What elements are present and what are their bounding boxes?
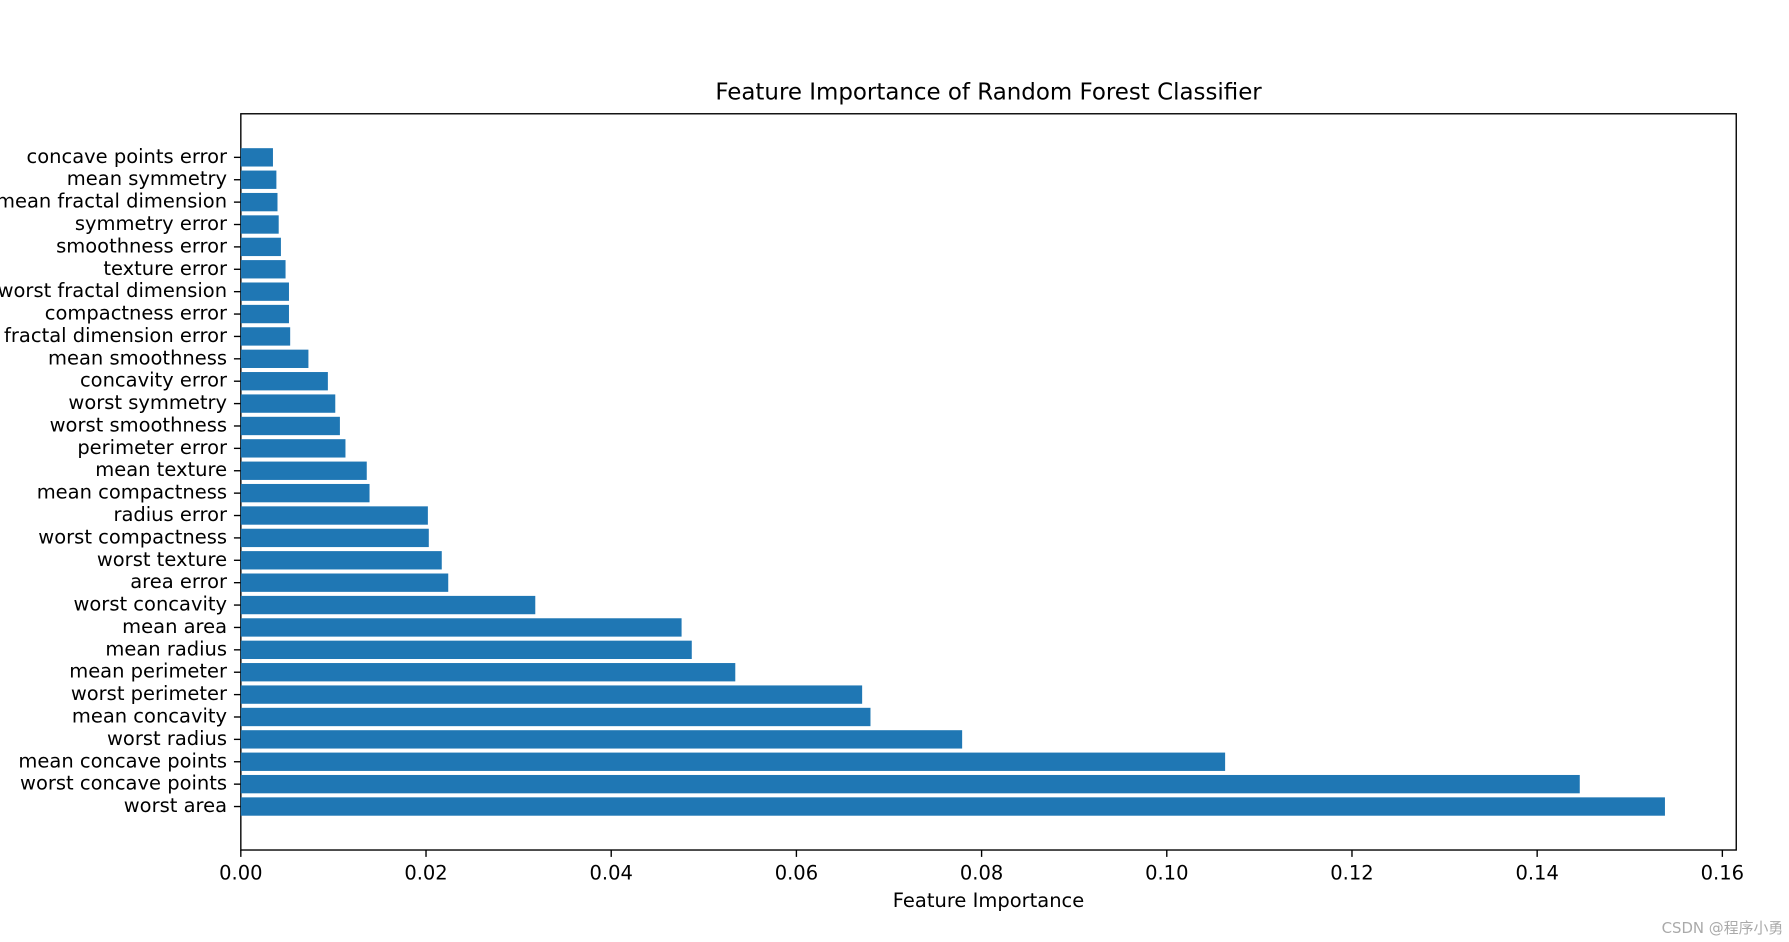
bar — [240, 752, 1226, 771]
y-tick-label: area error — [130, 570, 228, 593]
y-tick-label: mean compactness — [37, 481, 227, 504]
bar — [240, 663, 736, 682]
bar — [240, 685, 863, 704]
x-tick-label: 0.06 — [775, 862, 818, 885]
bar — [240, 372, 328, 391]
bar — [240, 797, 1665, 816]
x-tick-label: 0.02 — [404, 862, 447, 885]
bar — [240, 237, 281, 257]
bar — [240, 506, 428, 525]
x-tick-label: 0.04 — [590, 862, 633, 885]
x-tick-label: 0.08 — [960, 862, 1003, 885]
y-tick-label: worst smoothness — [50, 413, 227, 436]
watermark: CSDN @程序小勇 — [1662, 919, 1784, 937]
y-tick-label: mean concave points — [18, 749, 227, 772]
y-tick-label: mean fractal dimension — [0, 190, 227, 213]
y-tick-label: worst radius — [107, 727, 227, 750]
y-tick-label: mean symmetry — [67, 167, 227, 190]
bar — [240, 573, 449, 592]
bar — [240, 416, 340, 436]
y-tick-label: smoothness error — [56, 234, 228, 257]
chart-title: Feature Importance of Random Forest Clas… — [715, 80, 1262, 106]
bar — [240, 483, 370, 503]
bar — [240, 528, 429, 548]
y-tick-label: texture error — [103, 257, 228, 280]
bar — [240, 394, 336, 413]
x-tick-label: 0.12 — [1330, 862, 1373, 885]
y-tick-label: radius error — [113, 503, 228, 526]
y-tick-label: mean radius — [105, 637, 227, 660]
bar — [240, 461, 367, 480]
y-tick-label: worst symmetry — [68, 391, 227, 414]
bar — [240, 327, 291, 346]
bar — [240, 730, 963, 749]
bar — [240, 774, 1580, 794]
x-axis-label: Feature Importance — [893, 889, 1084, 912]
bar — [240, 304, 289, 324]
y-tick-label: perimeter error — [77, 436, 228, 459]
y-tick-label: compactness error — [45, 302, 228, 325]
bar — [240, 192, 278, 212]
bar — [240, 640, 692, 660]
x-tick-label: 0.10 — [1145, 862, 1188, 885]
y-tick-label: symmetry error — [75, 212, 228, 235]
plot-frame — [240, 113, 1737, 851]
y-tick-label: worst texture — [97, 548, 227, 571]
y-tick-label: worst area — [124, 794, 227, 817]
x-tick-label: 0.16 — [1701, 862, 1744, 885]
y-tick-label: concave points error — [27, 145, 229, 168]
y-tick-label: worst fractal dimension — [0, 279, 227, 302]
bar — [240, 618, 682, 637]
y-tick-label: worst compactness — [38, 525, 227, 548]
bar — [240, 439, 346, 458]
y-tick-label: mean smoothness — [48, 346, 227, 369]
y-tick-label: concavity error — [80, 369, 228, 392]
bar — [240, 551, 442, 570]
bar — [240, 707, 871, 727]
bar — [240, 349, 309, 368]
bar — [240, 170, 277, 189]
y-tick-label: worst perimeter — [71, 682, 228, 705]
bar — [240, 282, 289, 301]
y-tick-label: fractal dimension error — [4, 324, 228, 347]
x-tick-label: 0.00 — [219, 862, 262, 885]
y-tick-label: mean perimeter — [69, 660, 228, 683]
y-tick-label: mean concavity — [72, 704, 227, 727]
bar — [240, 260, 286, 279]
bar — [240, 148, 273, 167]
y-tick-label: worst concavity — [73, 593, 227, 616]
y-tick-label: mean area — [122, 615, 227, 638]
y-tick-label: worst concave points — [20, 772, 227, 795]
bar — [240, 215, 279, 234]
bar — [240, 595, 536, 615]
x-tick-label: 0.14 — [1515, 862, 1558, 885]
y-tick-label: mean texture — [95, 458, 227, 481]
